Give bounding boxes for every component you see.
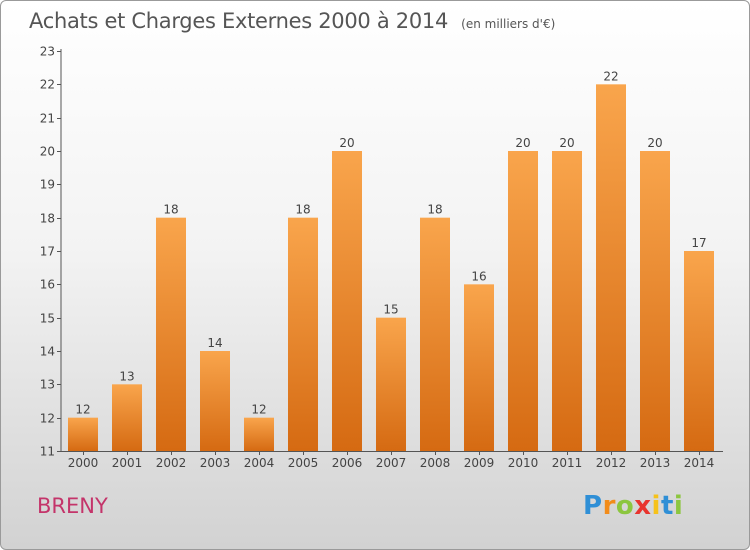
value-label-2004: 12 (251, 403, 266, 417)
logo-letter: i (673, 491, 684, 521)
logo-letter: P (583, 491, 603, 521)
logo-letter: t (660, 491, 674, 521)
y-tick-label: 23 (40, 45, 55, 59)
logo-letter: x (634, 491, 652, 521)
bar-2003 (200, 351, 230, 451)
x-tick-label-2009: 2009 (464, 456, 495, 470)
value-label-2000: 12 (75, 403, 90, 417)
bar-2012 (596, 84, 626, 451)
bar-2005 (288, 217, 318, 451)
logo-letter: o (615, 491, 635, 521)
y-tick-label: 22 (40, 78, 55, 92)
bar-2009 (464, 284, 494, 451)
x-tick-label-2003: 2003 (200, 456, 231, 470)
x-tick-label-2010: 2010 (508, 456, 539, 470)
y-tick-label: 20 (40, 145, 55, 159)
chart-axes: 11 12 13 14 15 16 17 18 19 20 21 22 23 (40, 45, 723, 459)
y-tick-label: 15 (40, 312, 55, 326)
chart-subtitle: (en milliers d'€) (461, 17, 556, 31)
x-tick-label-2000: 2000 (68, 456, 99, 470)
chart-header: Achats et Charges Externes 2000 à 2014 (… (29, 9, 555, 33)
value-label-2012: 22 (603, 69, 618, 83)
x-tick-label-2001: 2001 (112, 456, 143, 470)
bar-2004 (244, 417, 274, 451)
x-tick-label-2006: 2006 (332, 456, 363, 470)
chart-bars (68, 84, 714, 451)
bar-2014 (684, 251, 714, 451)
bar-2000 (68, 417, 98, 451)
y-tick-label: 18 (40, 212, 55, 226)
y-tick-label: 11 (40, 445, 55, 459)
value-label-2010: 20 (515, 136, 530, 150)
x-tick-label-2004: 2004 (244, 456, 275, 470)
chart-title: Achats et Charges Externes 2000 à 2014 (29, 9, 449, 33)
value-label-2005: 18 (295, 203, 310, 217)
bar-2001 (112, 384, 142, 451)
value-label-2001: 13 (119, 369, 134, 383)
bar-2007 (376, 317, 406, 451)
x-tick-label-2007: 2007 (376, 456, 407, 470)
x-tick-label-2014: 2014 (684, 456, 715, 470)
y-tick-label: 19 (40, 178, 55, 192)
y-tick-label: 13 (40, 378, 55, 392)
bar-2008 (420, 217, 450, 451)
x-tick-label-2013: 2013 (640, 456, 671, 470)
value-label-2014: 17 (691, 236, 706, 250)
logo-letter: i (651, 491, 661, 521)
x-tick-label-2005: 2005 (288, 456, 319, 470)
x-tick-label-2011: 2011 (552, 456, 583, 470)
value-label-2009: 16 (471, 269, 486, 283)
y-tick-label: 16 (40, 278, 55, 292)
value-label-2002: 18 (163, 203, 178, 217)
chart-labels: 12 2000 13 2001 18 2002 14 2003 12 2004 18 2005 20 20… (68, 69, 715, 470)
x-tick-label-2002: 2002 (156, 456, 187, 470)
value-label-2007: 15 (383, 303, 398, 317)
value-label-2011: 20 (559, 136, 574, 150)
y-tick-label: 21 (40, 112, 55, 126)
bar-2010 (508, 151, 538, 451)
value-label-2006: 20 (339, 136, 354, 150)
bar-2013 (640, 151, 670, 451)
y-tick-label: 17 (40, 245, 55, 259)
value-label-2008: 18 (427, 203, 442, 217)
y-tick-label: 14 (40, 345, 55, 359)
proxiti-logo: Proxiti (583, 491, 683, 521)
y-tick-label: 12 (40, 412, 55, 426)
logo-letter: r (602, 491, 616, 521)
bar-2006 (332, 151, 362, 451)
value-label-2003: 14 (207, 336, 222, 350)
x-tick-label-2008: 2008 (420, 456, 451, 470)
city-name: BRENY (37, 494, 108, 518)
x-tick-label-2012: 2012 (596, 456, 627, 470)
bar-2011 (552, 151, 582, 451)
bar-2002 (156, 217, 186, 451)
value-label-2013: 20 (647, 136, 662, 150)
